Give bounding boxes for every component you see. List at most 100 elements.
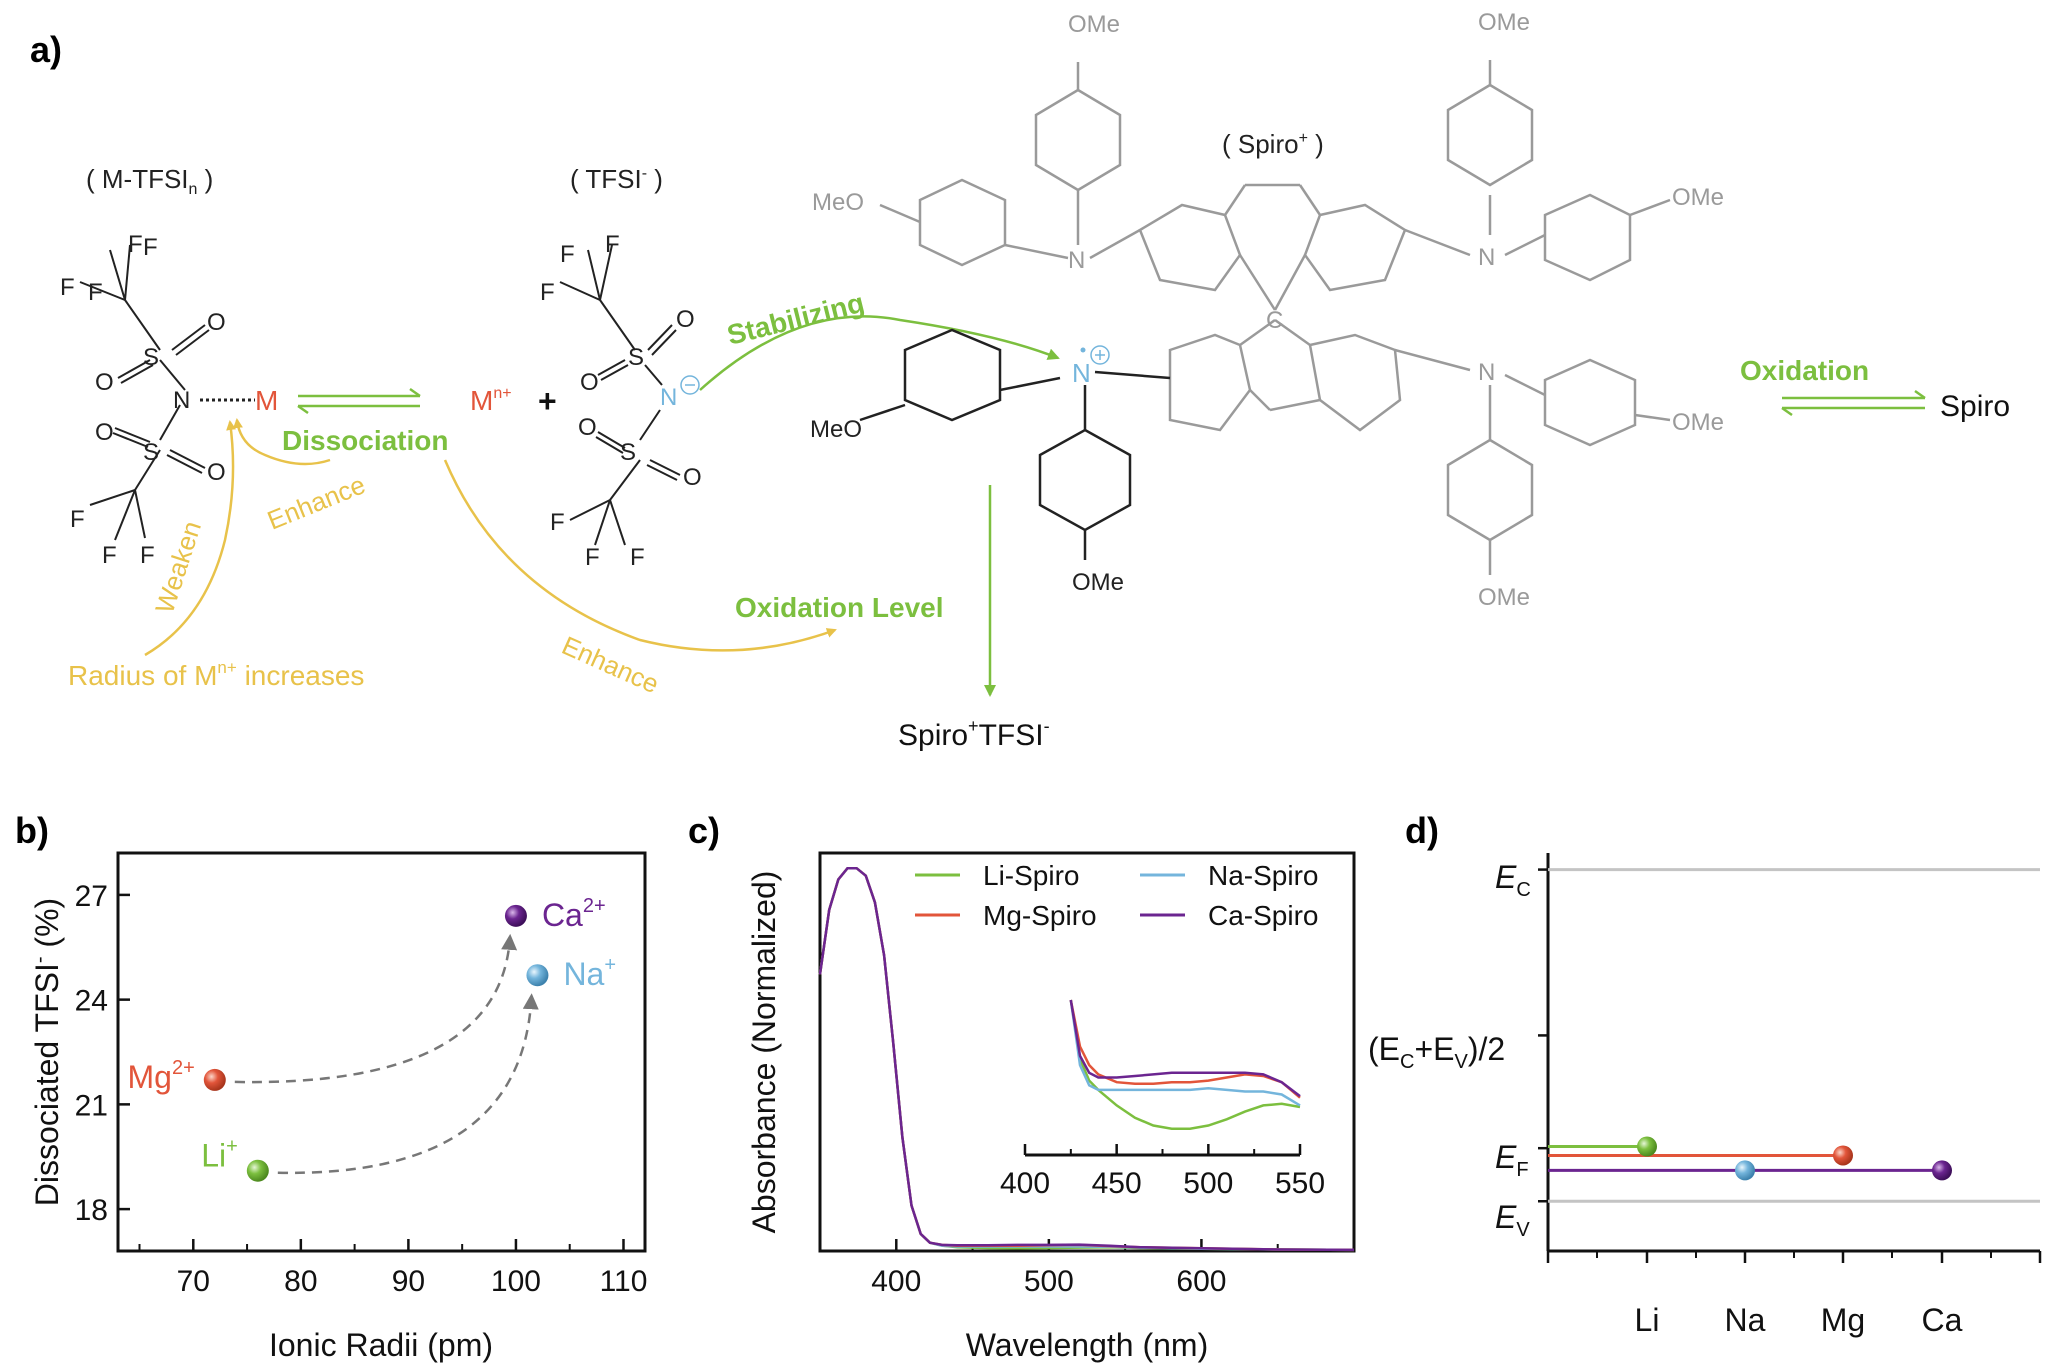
- svg-text:MeO: MeO: [812, 189, 864, 216]
- panel-d-label: d): [1405, 810, 1439, 851]
- dissociation-label: Dissociation: [282, 425, 448, 456]
- panel-c-label: c): [688, 810, 720, 851]
- b-trend-arrow: [234, 933, 518, 1084]
- svg-text:F: F: [550, 509, 565, 536]
- d-point-li: [1637, 1136, 1657, 1157]
- svg-text:OMe: OMe: [1068, 11, 1120, 38]
- b-point-label-li: Li+: [201, 1136, 238, 1174]
- b-xtick-label: 70: [177, 1265, 210, 1298]
- c-inset-series-li-spiro: [1069, 999, 1301, 1130]
- panel-b-arrows: [234, 933, 539, 1174]
- b-ytick-label: 24: [75, 985, 108, 1018]
- svg-text:S: S: [620, 439, 636, 466]
- stabilizing-label: Stabilizing: [724, 287, 867, 351]
- spiro-label: Spiro: [1940, 390, 2010, 423]
- c-inset-series-ca-spiro: [1069, 999, 1301, 1098]
- svg-text:F: F: [102, 542, 117, 569]
- svg-text:N: N: [1068, 247, 1085, 274]
- d-xtick-label: Ca: [1922, 1302, 1963, 1338]
- c-inset-series-mg-spiro: [1069, 999, 1301, 1099]
- midgap-label: (EC+EV)/2: [1368, 1031, 1505, 1073]
- svg-text:O: O: [95, 419, 114, 446]
- svg-text:F: F: [560, 241, 575, 268]
- tfsi-title: ( TFSI- ): [570, 164, 663, 194]
- svg-text:O: O: [683, 464, 702, 491]
- svg-text:OMe: OMe: [1672, 184, 1724, 211]
- svg-text:F: F: [60, 274, 75, 301]
- svg-text:S: S: [143, 344, 159, 371]
- panel-b: b) 70 80 90 100 110 18 21 24 27 Li+ Mg2+ Na+ Ca2+ I…: [15, 810, 647, 1363]
- metal-ion: Mn+: [470, 385, 512, 416]
- panel-c: c) 400 500 600 Li-Spiro Na-Spiro Mg-Spiro Ca-…: [688, 810, 1356, 1363]
- c-legend-label: Mg-Spiro: [983, 900, 1097, 931]
- panel-a: a) ( M-TFSIn ) F: [30, 9, 2010, 752]
- svg-text:O: O: [95, 369, 114, 396]
- tfsi-negative-charge-icon: [680, 375, 700, 395]
- panel-b-label: b): [15, 810, 49, 851]
- svg-text:F: F: [140, 542, 155, 569]
- cation-meo: MeO: [810, 416, 862, 443]
- tfsi-atoms: F F F S O O S O O F F F: [540, 231, 702, 571]
- oxidation-level-label: Oxidation Level: [735, 592, 944, 623]
- b-xtick-label: 100: [491, 1265, 541, 1298]
- ef-label: EF: [1495, 1139, 1529, 1181]
- b-ytick-label: 27: [75, 880, 108, 913]
- c-xtick-label: 500: [1024, 1265, 1074, 1298]
- c-inset-xtick-label: 400: [1000, 1167, 1050, 1200]
- oxidation-label: Oxidation: [1740, 355, 1869, 386]
- tfsi-nitrogen: N: [660, 384, 677, 411]
- panel-c-inset: 400 450 500 550: [1000, 999, 1325, 1200]
- b-xtick-label: 80: [284, 1265, 317, 1298]
- panel-c-ticks: 400 500 600: [871, 1239, 1279, 1298]
- b-point-ca: [504, 904, 527, 927]
- b-point-label-ca: Ca2+: [542, 895, 606, 933]
- b-point-mg: [203, 1068, 226, 1091]
- spiro-cation-aryls: [859, 328, 1171, 560]
- c-inset-series-na-spiro: [1069, 999, 1301, 1107]
- svg-text:N: N: [1478, 244, 1495, 271]
- enhance-label-1: Enhance: [263, 469, 369, 535]
- panel-b-ylabel: Dissociated TFSI- (%): [29, 898, 65, 1206]
- c-xtick-label: 600: [1176, 1265, 1226, 1298]
- svg-text:O: O: [207, 309, 226, 336]
- enhance-arrow-large: [443, 459, 837, 652]
- panel-b-points: Li+ Mg2+ Na+ Ca2+: [128, 895, 616, 1182]
- cation-positive-charge-icon: [1090, 345, 1110, 365]
- metal-m: M: [255, 385, 278, 416]
- svg-text:N: N: [173, 387, 190, 414]
- plus-sign: +: [538, 383, 557, 419]
- enhance-label-2: Enhance: [558, 630, 664, 699]
- panel-c-plot-frame: [818, 851, 1356, 1253]
- b-ytick-label: 18: [75, 1194, 108, 1227]
- b-point-na: [526, 964, 549, 987]
- svg-text:OMe: OMe: [1478, 9, 1530, 36]
- svg-text:OMe: OMe: [1478, 584, 1530, 611]
- b-point-li: [246, 1159, 269, 1182]
- ev-label: EV: [1495, 1199, 1530, 1241]
- oxidation-equilibrium-arrows: [1781, 389, 1926, 417]
- svg-text:OMe: OMe: [1672, 409, 1724, 436]
- enhance-arrow-small: [232, 418, 331, 466]
- spiro-plus-title: ( Spiro+ ): [1222, 129, 1324, 159]
- panel-c-lines: [818, 866, 1355, 1252]
- panel-c-legend: Li-Spiro Na-Spiro Mg-Spiro Ca-Spiro: [915, 860, 1318, 931]
- b-xtick-label: 90: [392, 1265, 425, 1298]
- panel-c-xlabel: Wavelength (nm): [966, 1327, 1208, 1363]
- c-xtick-label: 400: [871, 1265, 921, 1298]
- svg-text:F: F: [70, 506, 85, 533]
- svg-text:O: O: [578, 414, 597, 441]
- spiro-atoms-grey: OMe MeO N C OMe N OMe N OMe OMe: [812, 9, 1724, 611]
- svg-text:F: F: [128, 231, 143, 258]
- d-point-ca: [1932, 1160, 1952, 1181]
- product-label: Spiro+TFSI-: [898, 716, 1050, 752]
- b-ytick-label: 21: [75, 1089, 108, 1122]
- weaken-arrow: [144, 420, 237, 657]
- svg-text:C: C: [1266, 307, 1283, 334]
- svg-text:N: N: [1478, 359, 1495, 386]
- panel-b-ticks: 70 80 90 100 110 18 21 24 27: [75, 880, 648, 1298]
- svg-text:O: O: [676, 306, 695, 333]
- svg-text:F: F: [585, 544, 600, 571]
- cation-nitrogen: N: [1072, 358, 1091, 388]
- b-point-label-mg: Mg2+: [128, 1057, 195, 1095]
